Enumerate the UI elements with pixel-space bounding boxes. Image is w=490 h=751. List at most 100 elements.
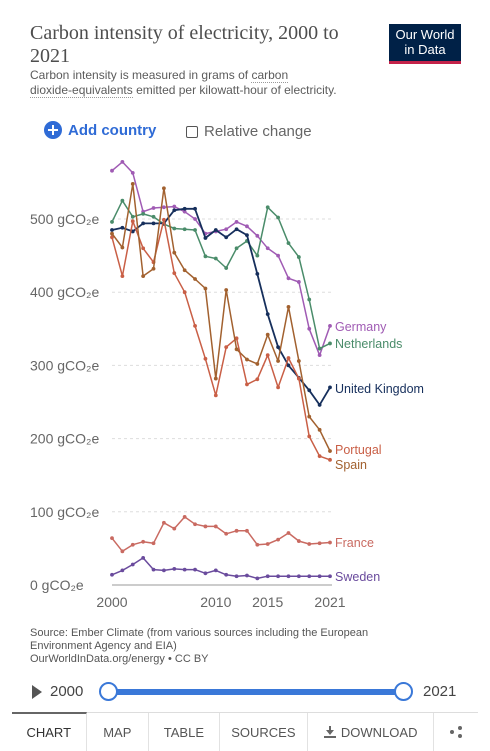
data-point[interactable] xyxy=(182,567,187,572)
data-point[interactable] xyxy=(255,253,260,258)
data-point[interactable] xyxy=(286,363,291,368)
data-point[interactable] xyxy=(172,250,177,255)
add-country-button[interactable]: Add country xyxy=(44,121,156,139)
data-point[interactable] xyxy=(172,204,177,209)
tab-download[interactable]: DOWNLOAD xyxy=(308,713,435,751)
data-point[interactable] xyxy=(317,574,322,579)
data-point[interactable] xyxy=(296,539,301,543)
data-point[interactable] xyxy=(317,541,322,546)
data-point[interactable] xyxy=(151,214,156,219)
data-point[interactable] xyxy=(317,454,322,459)
data-point[interactable] xyxy=(296,280,301,284)
data-point[interactable] xyxy=(193,323,197,328)
series-line-sweden[interactable] xyxy=(111,557,330,580)
data-point[interactable] xyxy=(286,241,291,246)
data-point[interactable] xyxy=(286,531,291,535)
tab-table[interactable]: TABLE xyxy=(149,713,220,751)
data-point[interactable] xyxy=(307,414,312,419)
data-point[interactable] xyxy=(203,236,208,240)
data-point[interactable] xyxy=(234,574,239,579)
data-point[interactable] xyxy=(307,326,312,331)
data-point[interactable] xyxy=(328,449,332,453)
relative-change-checkbox[interactable] xyxy=(186,125,198,138)
tab-sources[interactable]: SOURCES xyxy=(220,713,309,751)
series-label-france[interactable]: France xyxy=(335,536,374,550)
series-label-sweden[interactable]: Sweden xyxy=(335,570,380,584)
data-point[interactable] xyxy=(120,274,125,278)
data-point[interactable] xyxy=(328,457,332,462)
data-point[interactable] xyxy=(234,227,239,232)
data-point[interactable] xyxy=(296,376,301,381)
series-line-germany[interactable] xyxy=(111,161,331,356)
data-point[interactable] xyxy=(162,205,166,210)
data-point[interactable] xyxy=(265,353,270,358)
data-point[interactable] xyxy=(193,522,197,527)
data-point[interactable] xyxy=(172,526,177,531)
subtitle-term-co2e[interactable]: dioxide-equivalents xyxy=(30,83,133,98)
data-point[interactable] xyxy=(172,208,177,213)
data-point[interactable] xyxy=(328,341,332,346)
data-point[interactable] xyxy=(120,225,125,230)
data-point[interactable] xyxy=(110,572,114,577)
data-point[interactable] xyxy=(276,215,280,220)
data-point[interactable] xyxy=(213,256,218,261)
data-point[interactable] xyxy=(193,217,197,221)
data-point[interactable] xyxy=(255,233,260,238)
data-point[interactable] xyxy=(276,359,280,363)
data-point[interactable] xyxy=(203,254,208,259)
data-point[interactable] xyxy=(120,568,125,573)
owid-logo[interactable]: Our World in Data xyxy=(389,24,461,64)
data-point[interactable] xyxy=(141,246,146,251)
data-point[interactable] xyxy=(193,567,197,572)
data-point[interactable] xyxy=(193,228,197,232)
series-line-netherlands[interactable] xyxy=(111,199,331,350)
data-point[interactable] xyxy=(245,382,249,387)
data-point[interactable] xyxy=(255,377,260,382)
data-point[interactable] xyxy=(203,356,208,361)
data-point[interactable] xyxy=(182,227,187,232)
data-point[interactable] xyxy=(151,221,156,226)
data-point[interactable] xyxy=(141,211,146,216)
data-point[interactable] xyxy=(172,566,177,571)
data-point[interactable] xyxy=(110,168,114,173)
data-point[interactable] xyxy=(328,540,332,545)
data-point[interactable] xyxy=(234,220,239,224)
data-point[interactable] xyxy=(224,266,229,270)
relative-change-toggle[interactable]: Relative change xyxy=(186,123,312,140)
data-point[interactable] xyxy=(265,332,270,337)
data-point[interactable] xyxy=(328,323,332,328)
data-point[interactable] xyxy=(286,276,291,281)
data-point[interactable] xyxy=(234,347,239,352)
data-point[interactable] xyxy=(234,336,239,341)
data-point[interactable] xyxy=(265,205,270,210)
play-icon[interactable] xyxy=(32,685,42,699)
data-point[interactable] xyxy=(130,181,135,186)
data-point[interactable] xyxy=(234,246,239,251)
data-point[interactable] xyxy=(120,160,125,164)
data-point[interactable] xyxy=(172,226,177,231)
series-line-france[interactable] xyxy=(111,516,331,553)
data-point[interactable] xyxy=(213,228,218,232)
data-point[interactable] xyxy=(110,228,114,232)
data-point[interactable] xyxy=(276,537,280,542)
data-point[interactable] xyxy=(296,359,301,363)
data-point[interactable] xyxy=(141,556,146,560)
series-label-netherlands[interactable]: Netherlands xyxy=(335,337,402,351)
data-point[interactable] xyxy=(172,271,177,276)
data-point[interactable] xyxy=(110,231,114,236)
data-point[interactable] xyxy=(162,217,166,222)
data-point[interactable] xyxy=(255,362,260,366)
data-point[interactable] xyxy=(162,568,166,573)
data-point[interactable] xyxy=(182,206,187,211)
data-point[interactable] xyxy=(265,312,270,317)
data-point[interactable] xyxy=(307,388,312,393)
data-point[interactable] xyxy=(224,235,229,240)
data-point[interactable] xyxy=(151,206,156,210)
data-point[interactable] xyxy=(203,524,208,529)
data-point[interactable] xyxy=(120,549,125,554)
data-point[interactable] xyxy=(182,209,187,214)
data-point[interactable] xyxy=(245,224,249,229)
data-point[interactable] xyxy=(213,393,218,398)
data-point[interactable] xyxy=(265,246,270,251)
data-point[interactable] xyxy=(224,531,229,536)
